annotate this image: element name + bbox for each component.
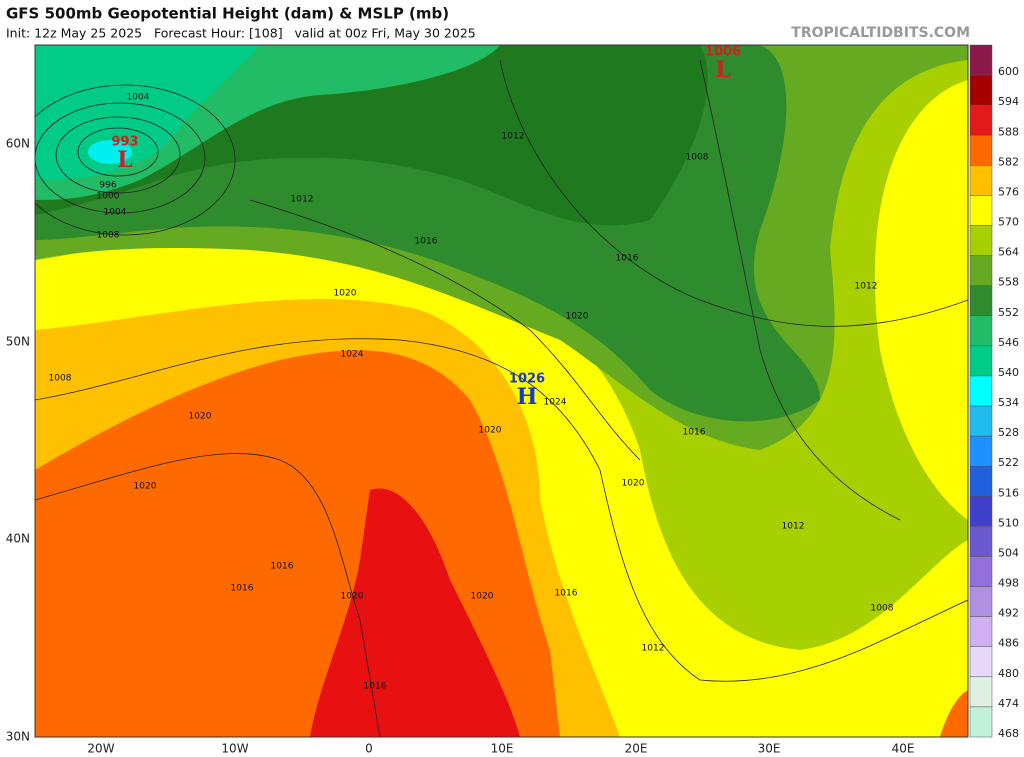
longitude-label: 10E bbox=[491, 742, 514, 756]
isobar-label: 1012 bbox=[291, 195, 314, 205]
subtitle: Init: 12z May 25 2025 Forecast Hour: [10… bbox=[6, 26, 476, 41]
isobar-label: 1020 bbox=[134, 482, 157, 492]
map bbox=[35, 45, 968, 737]
colorbar-cell bbox=[969, 646, 993, 678]
colorbar-cell bbox=[969, 165, 993, 196]
isobar-label: 1008 bbox=[686, 153, 709, 163]
colorbar-cell bbox=[969, 616, 993, 647]
isobar-label: 1016 bbox=[415, 237, 438, 247]
colorbar-cell bbox=[969, 526, 993, 557]
isobar-label: 1020 bbox=[471, 592, 494, 602]
colorbar-label: 564 bbox=[998, 246, 1019, 259]
isobar-label: 1000 bbox=[97, 192, 120, 202]
isobar-label: 1020 bbox=[479, 426, 502, 436]
isobar-label: 1016 bbox=[683, 428, 706, 438]
isobar-label: 1004 bbox=[104, 208, 127, 218]
colorbar-cell bbox=[969, 375, 993, 407]
colorbar-label: 582 bbox=[998, 155, 1019, 168]
colorbar-label: 588 bbox=[998, 125, 1019, 138]
isobar-label: 1008 bbox=[49, 374, 72, 384]
watermark: TROPICALTIDBITS.COM bbox=[791, 25, 970, 41]
colorbar-cell bbox=[969, 586, 993, 617]
isobar-label: 996 bbox=[99, 181, 116, 191]
colorbar-label: 516 bbox=[998, 486, 1019, 499]
title: GFS 500mb Geopotential Height (dam) & MS… bbox=[6, 5, 449, 23]
isobar-label: 1016 bbox=[555, 589, 578, 599]
isobar-label: 1020 bbox=[189, 412, 212, 422]
isobar-label: 1016 bbox=[616, 254, 639, 264]
pressure-letter: L bbox=[117, 147, 132, 173]
colorbar-label: 510 bbox=[998, 516, 1019, 529]
colorbar-cell bbox=[969, 556, 993, 587]
colorbar-cell bbox=[969, 676, 993, 708]
longitude-label: 0 bbox=[365, 742, 373, 756]
longitude-label: 40E bbox=[892, 742, 915, 756]
colorbar-label: 522 bbox=[998, 456, 1019, 469]
colorbar-label: 600 bbox=[998, 65, 1019, 78]
isobar-label: 1008 bbox=[97, 231, 120, 241]
pressure-letter: H bbox=[517, 384, 538, 410]
colorbar-cell bbox=[969, 225, 993, 256]
colorbar-label: 486 bbox=[998, 637, 1019, 650]
colorbar-label: 570 bbox=[998, 216, 1019, 229]
colorbar-label: 498 bbox=[998, 577, 1019, 590]
isobar-label: 1012 bbox=[782, 522, 805, 532]
isobar-label: 1020 bbox=[341, 592, 364, 602]
isobar-label: 1012 bbox=[502, 132, 525, 142]
isobar-label: 1004 bbox=[127, 93, 150, 103]
longitude-label: 20E bbox=[625, 742, 648, 756]
colorbar-cell bbox=[969, 496, 993, 527]
colorbar-cell bbox=[969, 706, 993, 738]
pressure-letter: L bbox=[715, 57, 730, 83]
map-frame bbox=[34, 44, 969, 738]
isobar-label: 1016 bbox=[271, 562, 294, 572]
colorbar-label: 528 bbox=[998, 426, 1019, 439]
colorbar-label: 468 bbox=[998, 727, 1019, 740]
colorbar-cell bbox=[969, 195, 993, 226]
colorbar-cell bbox=[969, 345, 993, 377]
colorbar-cell bbox=[969, 465, 993, 497]
latitude-label: 40N bbox=[6, 532, 30, 546]
colorbar-label: 540 bbox=[998, 366, 1019, 379]
colorbar-label: 492 bbox=[998, 607, 1019, 620]
colorbar-label: 576 bbox=[998, 185, 1019, 198]
latitude-label: 30N bbox=[6, 730, 30, 744]
latitude-label: 60N bbox=[6, 137, 30, 151]
colorbar-label: 474 bbox=[998, 697, 1019, 710]
isobar-label: 1024 bbox=[341, 350, 364, 360]
colorbar-label: 480 bbox=[998, 667, 1019, 680]
colorbar-cell bbox=[969, 104, 993, 136]
isobar-label: 1020 bbox=[334, 289, 357, 299]
colorbar-label: 558 bbox=[998, 276, 1019, 289]
longitude-label: 20W bbox=[87, 742, 114, 756]
isobar-label: 1020 bbox=[566, 312, 589, 322]
longitude-label: 30E bbox=[758, 742, 781, 756]
colorbar-label: 534 bbox=[998, 396, 1019, 409]
colorbar-cell bbox=[969, 435, 993, 467]
isobar-label: 1012 bbox=[642, 644, 665, 654]
colorbar-cell bbox=[969, 135, 993, 166]
isobar-label: 1020 bbox=[622, 479, 645, 489]
isobar-label: 1024 bbox=[544, 398, 567, 408]
colorbar-cell bbox=[969, 44, 993, 76]
latitude-label: 50N bbox=[6, 335, 30, 349]
colorbar-cell bbox=[969, 74, 993, 106]
colorbar-cell bbox=[969, 405, 993, 437]
colorbar-cell bbox=[969, 285, 993, 317]
longitude-label: 10W bbox=[221, 742, 248, 756]
isobar-label: 1012 bbox=[855, 282, 878, 292]
pressure-value: 993 bbox=[111, 135, 138, 150]
colorbar-label: 546 bbox=[998, 336, 1019, 349]
colorbar-cell bbox=[969, 255, 993, 286]
pressure-value: 1006 bbox=[705, 45, 741, 60]
colorbar-cell bbox=[969, 315, 993, 347]
colorbar-label: 552 bbox=[998, 306, 1019, 319]
colorbar-label: 594 bbox=[998, 95, 1019, 108]
isobar-label: 1016 bbox=[231, 584, 254, 594]
pressure-value: 1026 bbox=[509, 372, 545, 387]
isobar-label: 1008 bbox=[871, 604, 894, 614]
colorbar-label: 504 bbox=[998, 546, 1019, 559]
isobar-label: 1016 bbox=[364, 682, 387, 692]
